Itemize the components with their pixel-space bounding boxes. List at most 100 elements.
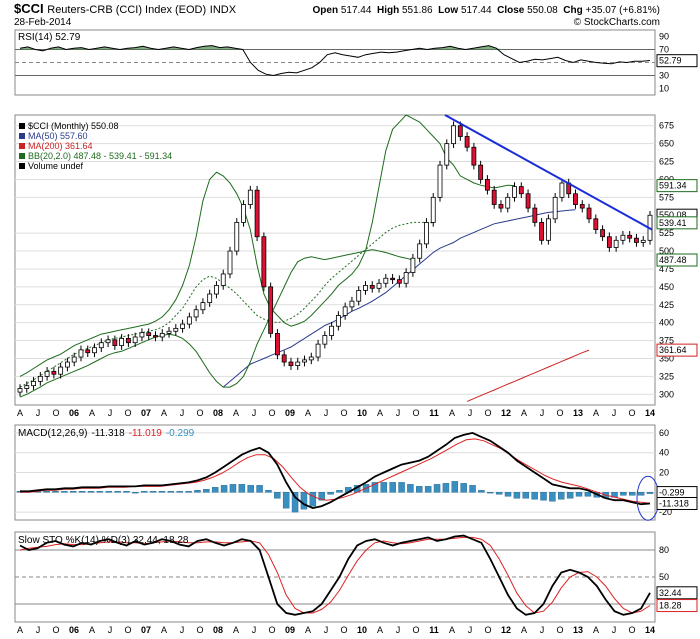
macd-tick-60: 60 [659,428,669,438]
candle-body-88 [613,239,619,248]
price-xlabel-20: A [377,408,383,418]
ma200-last: 361.64 [659,345,687,355]
price-tick-675: 675 [659,121,674,131]
candle-body-1 [24,385,30,389]
price-tick-325: 325 [659,371,674,381]
price-tick-475: 475 [659,264,674,274]
candle-body-53 [376,282,382,289]
candle-body-20 [153,335,158,338]
macd-tick--20: -20 [659,507,672,517]
candle-body-90 [627,234,633,239]
candle-body-80 [559,182,565,198]
sto-k-last: 32.44 [659,588,682,598]
rsi-last-box [656,54,698,68]
price-legend-0: $CCI (Monthly) 550.08 [28,121,119,131]
candle-body-21 [159,332,165,338]
sto-d-last-box [656,599,698,613]
candle-body-58 [410,257,416,273]
ma200-line [466,349,590,402]
macd-hist-bar-48 [442,483,450,493]
macd-hist-bar-53 [487,492,494,494]
candle-body-30 [220,273,226,286]
price-xlabel-27: 12 [501,408,511,418]
candle-body-38 [275,332,280,356]
price-xlabel-17: J [324,408,329,418]
sto-xlabel-8: A [161,625,167,635]
chart-date: 28-Feb-2014 [14,17,72,28]
macd-hist-bar-43 [398,482,405,493]
sto-xlabel-31: 13 [573,625,583,635]
trend-line [444,114,653,231]
sto-xlabel-32: A [593,625,599,635]
candle-body-3 [37,375,43,382]
candle-body-68 [478,164,484,180]
sto-xlabel-11: 08 [213,625,223,635]
close-value: 550.08 [527,5,558,16]
sto-xlabel-17: J [324,625,329,635]
candle-body-64 [451,125,456,145]
sto-xlabel-2: O [52,625,59,635]
candle-body-26 [193,309,199,318]
candle-body-36 [261,236,267,288]
price-xlabel-30: O [556,408,563,418]
high-label: High [377,5,400,16]
sto-xlabel-10: O [196,625,203,635]
macd-hist-bar-17 [167,491,175,493]
macd-hist-bar-62 [566,492,574,499]
macd-hist-bar-41 [380,482,388,493]
sto-xlabel-26: O [484,625,491,635]
macd-hist-bar-29 [274,492,281,499]
candle-body-23 [173,327,179,332]
candle-body-67 [471,146,477,166]
bb-mid-last-box [656,216,698,230]
credit: © StockCharts.com [573,17,660,28]
candle-body-63 [444,143,450,166]
bb-mid-line [19,221,434,388]
macd-hist-bar-49 [451,481,459,493]
candle-body-54 [383,277,389,284]
price-xlabel-32: A [593,408,599,418]
macd-hist-bar-18 [176,491,183,493]
macd-tick-20: 20 [659,468,669,478]
bb-upper-last-box [656,179,698,193]
candle-body-25 [186,316,192,325]
sto-tick-50: 50 [659,572,669,582]
macd-hist-bar-57 [522,492,530,499]
macd-hist-bar-32 [300,492,308,510]
macd-hist-bar-40 [371,482,379,493]
chg-label: Chg [563,5,583,16]
candle-body-33 [241,204,246,223]
sto-legend: Slow STO %K(14) %D(3) 32.44, 18.28 [18,535,189,546]
macd-hist-bar-33 [309,492,317,507]
macd-hist-bar-51 [469,485,476,493]
macd-hist-bar-68 [620,492,627,496]
macd-hist-bar-42 [389,482,396,493]
candle-body-79 [552,196,558,220]
price-xlabel-3: 06 [69,408,79,418]
candle-body-16 [125,338,131,344]
macd-hist-bar-63 [575,492,583,497]
price-tick-500: 500 [659,246,674,256]
macd-hist-bar-34 [318,492,325,501]
candle-body-37 [268,286,274,334]
sto-xlabel-29: J [540,625,545,635]
sto-xlabel-5: J [108,625,113,635]
candle-body-59 [417,243,423,259]
candle-body-6 [58,366,64,375]
macd-hist-bar-31 [291,492,299,513]
macd-hist-bar-52 [478,490,485,493]
candle-body-39 [281,354,287,363]
price-xlabel-23: 11 [429,408,439,418]
candle-body-24 [180,323,185,329]
price-xlabel-10: O [196,408,203,418]
symbol-name: Reuters-CRB (CCI) Index (EOD) [47,4,207,16]
sto-xlabel-23: 11 [429,625,439,635]
candle-body-41 [295,361,301,367]
price-legend-3: BB(20,2.0) 487.48 - 539.41 - 591.34 [28,151,172,161]
macd-hist-last: -0.299 [659,488,685,498]
rsi-tick-90: 90 [659,32,669,42]
candle-body-47 [335,315,341,327]
bb-lower-last: 487.48 [659,255,687,265]
candle-body-18 [139,332,145,338]
